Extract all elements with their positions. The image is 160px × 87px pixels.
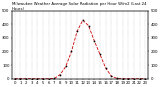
Text: Milwaukee Weather Average Solar Radiation per Hour W/m2 (Last 24 Hours): Milwaukee Weather Average Solar Radiatio… [12,2,146,11]
